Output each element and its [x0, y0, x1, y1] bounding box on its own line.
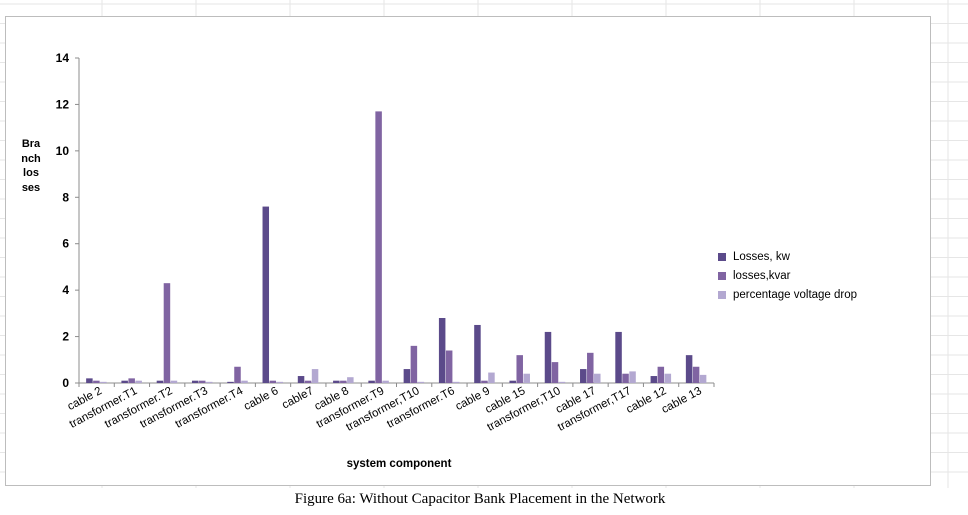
x-tick-label: cable7 [280, 385, 316, 412]
bar-voltage-drop [311, 369, 319, 383]
bar-losses-kvar [410, 345, 418, 383]
y-tick-label: 4 [62, 283, 69, 297]
bar-losses-kvar [198, 380, 206, 383]
bar-voltage-drop [241, 380, 248, 383]
bar-losses-kvar [340, 380, 347, 383]
bar-losses-kvar [657, 366, 665, 383]
legend-item-voltage-drop: percentage voltage drop [718, 285, 857, 304]
bar-losses-kvar [481, 380, 488, 383]
bar-losses-kw [650, 376, 658, 383]
bar-losses-kw [615, 331, 622, 383]
bar-voltage-drop [452, 381, 460, 383]
bar-losses-kvar [269, 380, 277, 383]
bar-voltage-drop [417, 381, 425, 383]
bar-losses-kvar [234, 366, 241, 383]
bar-voltage-drop [488, 372, 495, 383]
y-tick-label: 0 [62, 376, 69, 390]
bar-losses-kvar [622, 373, 629, 383]
bar-voltage-drop [699, 374, 707, 383]
bar-voltage-drop [276, 381, 284, 383]
bar-losses-kw [121, 380, 128, 383]
bar-losses-kw [333, 380, 340, 383]
legend-item-losses-kvar: losses,kvar [718, 266, 857, 285]
bar-losses-kw [438, 318, 446, 383]
bar-voltage-drop [523, 373, 530, 383]
bar-losses-kw [368, 380, 375, 383]
y-tick-label: 2 [62, 330, 69, 344]
bar-losses-kvar [587, 352, 594, 383]
bar-losses-kw [403, 369, 411, 383]
bar-losses-kvar [516, 355, 523, 383]
y-tick-label: 14 [56, 51, 70, 65]
legend-swatch [718, 271, 726, 280]
legend-swatch [718, 252, 726, 261]
x-tick-label: cable 13 [660, 385, 704, 416]
bar-losses-kw [227, 381, 234, 383]
bar-voltage-drop [594, 373, 601, 383]
bar-voltage-drop [205, 381, 213, 383]
bar-losses-kw [86, 378, 93, 383]
bar-voltage-drop [664, 373, 672, 383]
x-tick-label: cable 6 [242, 385, 280, 413]
legend-swatch [718, 290, 726, 299]
bar-losses-kw [544, 331, 552, 383]
bar-voltage-drop [135, 380, 142, 383]
bar-losses-kvar [128, 378, 135, 383]
bar-losses-kvar [163, 283, 171, 383]
bar-losses-kvar [93, 380, 100, 383]
bar-losses-kw [297, 376, 305, 383]
chart-area[interactable]: 0 2 4 6 8 10 12 14 cable 2 transformer.T1 transfor… [5, 16, 931, 486]
legend-label: losses,kvar [733, 269, 791, 282]
bar-losses-kvar [692, 366, 700, 383]
bar-voltage-drop [100, 381, 107, 383]
bar-losses-kw [509, 380, 516, 383]
y-axis-label: Branch losses [21, 138, 44, 194]
bar-voltage-drop [170, 380, 178, 383]
bar-losses-kw [156, 380, 164, 383]
legend-item-losses-kw: Losses, kw [718, 247, 857, 266]
y-tick-label: 10 [56, 144, 70, 158]
figure-caption: Figure 6a: Without Capacitor Bank Placem… [294, 491, 666, 507]
bar-voltage-drop [347, 377, 354, 383]
bar-losses-kw [685, 355, 693, 383]
bar-losses-kw [474, 324, 481, 383]
bar-losses-kvar [304, 380, 312, 383]
bar-losses-kvar [445, 350, 453, 383]
bar-losses-kvar [375, 111, 382, 384]
x-axis-title: system component [347, 458, 452, 470]
bar-losses-kw [580, 369, 587, 383]
bar-voltage-drop [558, 381, 566, 383]
bar-voltage-drop [382, 380, 389, 383]
bar-losses-kvar [551, 362, 559, 383]
chart-legend: Losses, kw losses,kvar percentage voltag… [718, 247, 857, 304]
legend-label: Losses, kw [733, 250, 790, 263]
y-tick-label: 6 [62, 237, 69, 251]
y-tick-label: 8 [62, 190, 69, 204]
bar-losses-kw [191, 380, 199, 383]
legend-label: percentage voltage drop [733, 288, 858, 301]
bar-losses-kw [262, 206, 270, 383]
bar-voltage-drop [629, 371, 636, 383]
y-tick-label: 12 [56, 97, 70, 111]
